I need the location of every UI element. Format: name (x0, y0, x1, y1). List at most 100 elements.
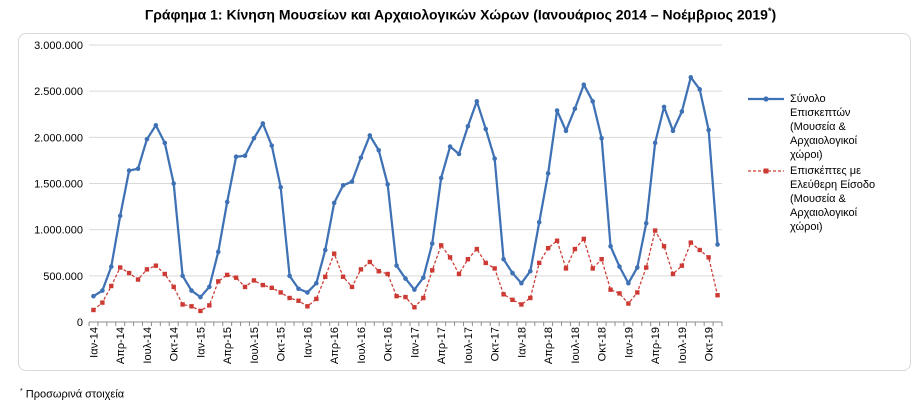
x-tick-label: Οκτ-17 (490, 327, 502, 361)
point-free (438, 243, 444, 248)
point-total (153, 123, 159, 128)
point-total (367, 133, 373, 138)
point-free (331, 251, 337, 256)
point-total (554, 108, 560, 113)
point-free (153, 263, 159, 268)
point-total (679, 109, 685, 114)
point-total (599, 135, 604, 141)
point-total (108, 264, 114, 269)
point-free (661, 244, 667, 249)
point-free (349, 284, 355, 290)
point-total (412, 287, 417, 292)
point-free (180, 302, 185, 307)
point-free (563, 266, 569, 271)
point-free (376, 269, 381, 274)
x-tick-label: Ιουλ-17 (463, 327, 475, 364)
x-tick-label: Οκτ-15 (276, 327, 288, 361)
point-total (438, 175, 444, 181)
point-total (456, 151, 462, 157)
point-total (528, 268, 533, 274)
point-free (581, 236, 587, 242)
point-total (224, 199, 230, 205)
point-total (617, 264, 622, 269)
point-total (501, 256, 506, 262)
point-total (421, 275, 426, 280)
point-free (474, 246, 480, 252)
point-free (242, 284, 248, 290)
point-free (216, 279, 221, 284)
point-total (162, 140, 168, 146)
point-total (251, 135, 257, 141)
point-total (144, 136, 150, 142)
x-tick-label: Ιουλ-15 (249, 327, 261, 364)
point-free (385, 271, 390, 277)
point-free (617, 291, 622, 296)
point-free (590, 266, 595, 271)
point-total (171, 181, 176, 186)
legend-item-total: Σύνολο Επισκεπτών (Μουσεία & Αρχαιολογικ… (746, 92, 906, 162)
chart-title: Γράφημα 1: Κίνηση Μουσείων και Αρχαιολογ… (0, 6, 921, 23)
x-tick-label: Απρ-17 (436, 327, 448, 364)
point-total (296, 286, 301, 292)
point-free (305, 304, 310, 309)
point-total (465, 123, 471, 129)
point-free (126, 270, 132, 276)
point-total (260, 121, 266, 126)
y-tick-label: 1.000.000 (34, 225, 83, 237)
point-free (403, 294, 408, 300)
point-free (510, 297, 515, 303)
point-free (251, 278, 257, 283)
x-tick-label: Ιαν-15 (195, 327, 207, 358)
point-total (91, 293, 96, 299)
point-free (144, 267, 150, 272)
point-total (322, 247, 328, 253)
point-free (670, 271, 676, 277)
x-tick-label: Ιουλ-19 (677, 327, 689, 364)
point-free (412, 305, 417, 310)
point-free (608, 287, 613, 292)
point-total (447, 144, 453, 149)
point-free (224, 272, 230, 278)
legend-swatch-total (748, 96, 784, 102)
point-total (590, 99, 596, 104)
point-free (367, 259, 373, 265)
point-total (358, 155, 364, 160)
point-total (688, 75, 694, 80)
x-tick-label: Ιουλ-14 (142, 327, 154, 364)
point-total (100, 288, 105, 293)
chart-title-close: ) (771, 6, 777, 23)
legend-label-free: Επισκέπτες με Ελεύθερη Είσοδο (Μουσεία &… (790, 165, 876, 233)
legend-swatch-free (748, 168, 784, 174)
x-tick-label: Απρ-14 (115, 327, 127, 364)
point-free (644, 265, 649, 270)
point-total (715, 242, 720, 247)
point-free (572, 246, 578, 252)
point-free (447, 255, 453, 260)
x-tick-label: Απρ-15 (222, 327, 234, 364)
x-tick-label: Ιαν-18 (516, 327, 528, 358)
point-free (91, 307, 96, 313)
point-total (376, 147, 382, 153)
point-total (706, 127, 711, 133)
x-tick-label: Οκτ-14 (169, 327, 181, 361)
point-total (305, 290, 310, 295)
point-total (492, 156, 497, 161)
point-total (189, 288, 194, 293)
point-free (100, 300, 105, 305)
point-free (358, 267, 364, 272)
point-free (679, 263, 685, 268)
point-total (394, 263, 399, 268)
x-tick-label: Ιουλ-18 (570, 327, 582, 364)
point-free (635, 290, 640, 295)
point-total (198, 294, 203, 300)
point-total (233, 154, 239, 160)
point-total (278, 184, 283, 190)
point-free (430, 268, 435, 273)
y-tick-label: 500.000 (43, 271, 83, 283)
y-tick-label: 3.000.000 (34, 40, 83, 52)
point-total (635, 265, 640, 270)
point-total (207, 284, 212, 290)
point-total (117, 213, 123, 219)
point-total (287, 273, 292, 279)
